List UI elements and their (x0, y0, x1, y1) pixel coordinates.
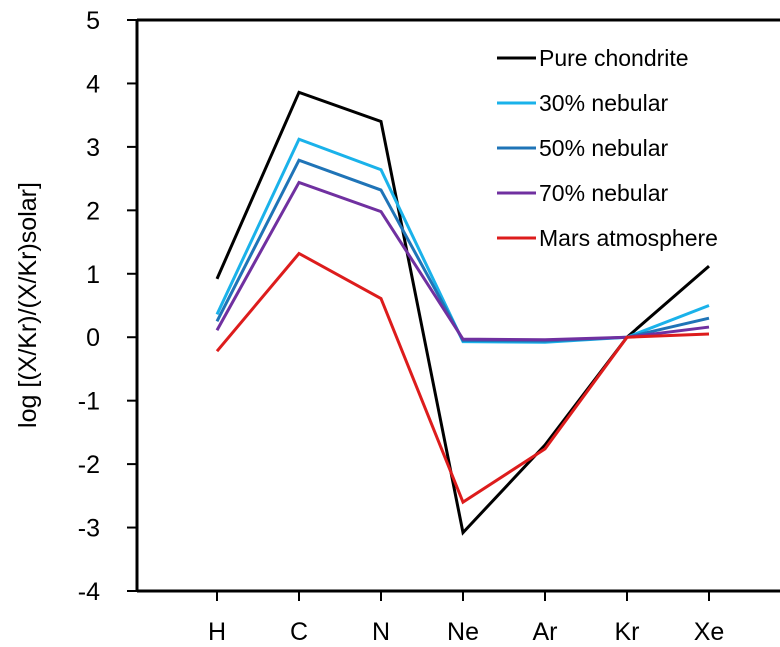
x-tick-label: Ar (533, 618, 558, 646)
x-tick-label: C (290, 618, 308, 646)
legend-label: 50% nebular (539, 135, 668, 161)
legend-label: 70% nebular (539, 180, 668, 206)
x-tick-label: Ne (447, 618, 479, 646)
y-tick-label: 4 (86, 70, 100, 98)
x-tick-label: H (208, 618, 226, 646)
y-tick-label: 0 (86, 324, 100, 352)
x-tick-label: Xe (694, 618, 725, 646)
y-tick-label: 3 (86, 134, 100, 162)
y-tick-label: -1 (78, 388, 100, 416)
y-tick-label: -4 (78, 578, 100, 606)
legend: Pure chondrite 30% nebular 50% nebular 70% … (497, 45, 718, 251)
y-tick-label: -3 (78, 515, 100, 543)
y-tick-label: 2 (86, 197, 100, 225)
y-tick-label: 1 (86, 261, 100, 289)
series-line (215, 251, 710, 505)
legend-label: Mars atmosphere (539, 225, 718, 251)
legend-label: Pure chondrite (539, 45, 689, 71)
x-tick-label: N (372, 618, 390, 646)
legend-label: 30% nebular (539, 90, 668, 116)
y-tick-label: 5 (86, 7, 100, 35)
y-tick-label: -2 (78, 451, 100, 479)
y-axis-title: log [(X/Kr)/(X/Kr)solar] (14, 182, 42, 428)
x-tick-label: Kr (615, 618, 640, 646)
plot-area: -4 -3 -2 -1 0 1 2 3 4 5 H C N Ne Ar Kr Xe (78, 7, 780, 646)
